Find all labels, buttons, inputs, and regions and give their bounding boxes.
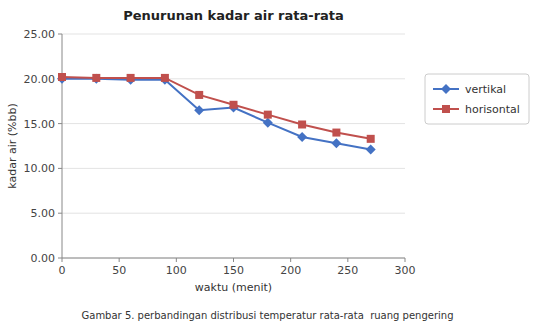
legend-label: vertikal: [465, 83, 506, 96]
point: [160, 75, 170, 85]
y-tick: [58, 168, 62, 169]
y-tick-label: 10.00: [24, 162, 56, 175]
legend-label: horisontal: [465, 103, 520, 116]
x-tick-label: 150: [223, 264, 244, 277]
point: [161, 74, 169, 82]
y-tick-label: 25.00: [24, 28, 56, 41]
grid-line: [62, 34, 405, 35]
point: [92, 74, 100, 82]
grid-line: [62, 123, 405, 124]
x-tick: [347, 258, 348, 262]
point: [127, 74, 135, 82]
chart: 0.00 5.00 10.00 15.00 20.00 25.00 0 50 100 150 200…: [0, 0, 535, 327]
grid-line: [62, 213, 405, 214]
line: [62, 79, 371, 150]
x-tick: [62, 258, 63, 262]
point: [298, 120, 306, 128]
x-axis-line: [62, 258, 405, 259]
point: [331, 138, 341, 148]
x-tick: [290, 258, 291, 262]
y-axis-label: kadar air (%bb): [6, 103, 19, 188]
point: [264, 111, 272, 119]
plot-area: [57, 73, 376, 155]
x-tick: [119, 258, 120, 262]
legend-frame: [425, 74, 529, 124]
point: [230, 101, 238, 109]
series: [57, 74, 376, 155]
y-tick-label: 5.00: [31, 207, 56, 220]
legend: vertikal horisontal: [425, 74, 529, 124]
y-tick-label: 20.00: [24, 73, 56, 86]
point: [126, 75, 136, 85]
x-tick-label: 250: [337, 264, 358, 277]
background: [0, 0, 535, 327]
y-tick: [58, 34, 62, 35]
y-tick: [58, 213, 62, 214]
point: [367, 135, 375, 143]
point: [57, 74, 67, 84]
x-tick-label: 200: [280, 264, 301, 277]
point: [366, 145, 376, 155]
grid-line: [62, 168, 405, 169]
point: [58, 73, 66, 81]
point: [195, 91, 203, 99]
y-axis-line: [62, 34, 63, 258]
point: [91, 74, 101, 84]
y-tick-label: 15.00: [24, 118, 56, 131]
point: [297, 132, 307, 142]
y-tick: [58, 123, 62, 124]
x-tick: [176, 258, 177, 262]
caption: Gambar 5. perbandingan distribusi temper…: [82, 310, 454, 321]
point: [263, 118, 273, 128]
axes: 0.00 5.00 10.00 15.00 20.00 25.00 0 50 100 150 200…: [24, 28, 416, 277]
x-axis-label: waktu (menit): [195, 281, 272, 294]
legend-marker: [441, 84, 451, 94]
point: [332, 129, 340, 137]
x-tick-label: 50: [112, 264, 126, 277]
x-tick-label: 300: [395, 264, 416, 277]
point: [194, 105, 204, 115]
x-tick: [405, 258, 406, 262]
x-tick: [233, 258, 234, 262]
grid: [62, 34, 405, 258]
y-tick-label: 0.00: [31, 252, 56, 265]
y-tick: [58, 258, 62, 259]
series: [58, 73, 375, 143]
x-tick-label: 0: [59, 264, 66, 277]
grid-line: [62, 258, 405, 259]
x-tick-label: 100: [166, 264, 187, 277]
title: Penurunan kadar air rata-rata: [123, 8, 344, 23]
legend-marker: [442, 105, 450, 113]
line: [62, 77, 371, 139]
